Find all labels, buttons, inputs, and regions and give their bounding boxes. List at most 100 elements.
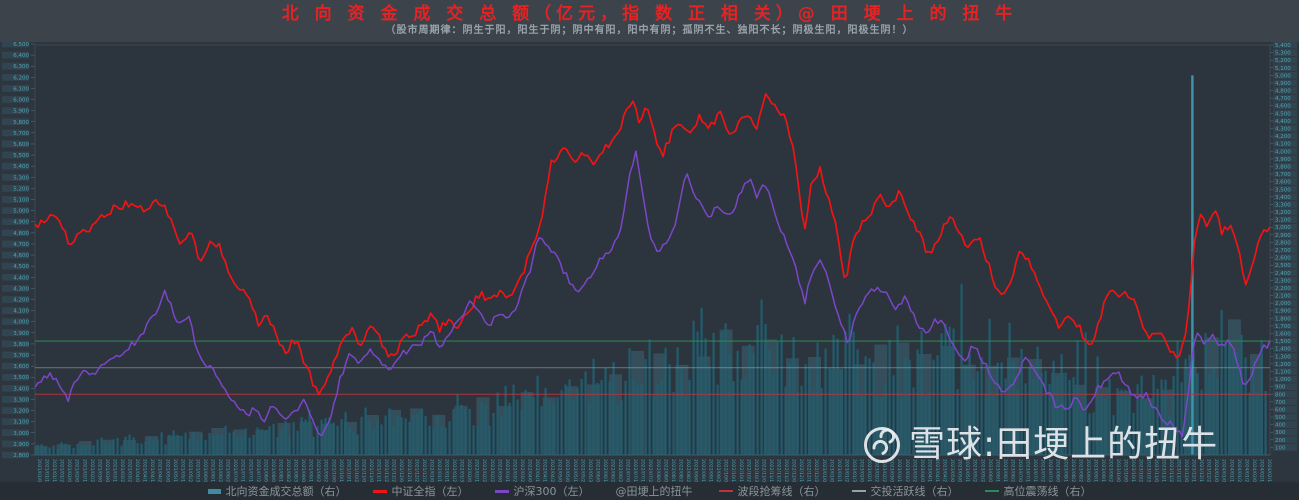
svg-text:2021/09/27: 2021/09/27 — [323, 459, 329, 485]
svg-text:2022/10/24: 2022/10/24 — [745, 459, 751, 485]
svg-text:4,000: 4,000 — [1275, 149, 1291, 155]
svg-text:6,100: 6,100 — [13, 86, 29, 92]
svg-text:2021/12/20: 2021/12/20 — [413, 459, 419, 485]
legend-item-5[interactable]: 交投活跃线（右） — [851, 483, 959, 499]
svg-text:2022/10/31: 2022/10/31 — [753, 459, 759, 485]
svg-text:2022/07/11: 2022/07/11 — [632, 459, 638, 485]
svg-text:3,900: 3,900 — [1275, 157, 1291, 163]
svg-text:2023/05/01: 2023/05/01 — [949, 459, 955, 485]
svg-text:2023/11/06: 2023/11/06 — [1153, 459, 1159, 485]
svg-text:4,000: 4,000 — [13, 320, 29, 326]
svg-text:2022/08/29: 2022/08/29 — [685, 459, 691, 485]
svg-text:2021/04/19: 2021/04/19 — [149, 459, 155, 485]
svg-text:2021/08/02: 2021/08/02 — [262, 459, 268, 485]
svg-text:2023/09/25: 2023/09/25 — [1108, 459, 1114, 485]
svg-text:2021/07/12: 2021/07/12 — [240, 459, 246, 485]
svg-text:2021/01/04: 2021/01/04 — [36, 459, 42, 485]
svg-text:1,500: 1,500 — [1275, 339, 1291, 345]
svg-text:2021/01/25: 2021/01/25 — [59, 459, 65, 485]
svg-text:500: 500 — [1275, 415, 1286, 421]
svg-text:3,400: 3,400 — [1275, 195, 1291, 201]
legend-item-2[interactable]: 沪深300（左） — [494, 483, 590, 499]
svg-text:2021/11/01: 2021/11/01 — [360, 459, 366, 485]
svg-text:3,300: 3,300 — [1275, 202, 1291, 208]
svg-text:2022/12/26: 2022/12/26 — [813, 459, 819, 485]
svg-text:2022/05/09: 2022/05/09 — [564, 459, 570, 485]
svg-text:3,700: 3,700 — [13, 353, 29, 359]
svg-text:2021/05/10: 2021/05/10 — [172, 459, 178, 485]
svg-text:2023/03/27: 2023/03/27 — [911, 459, 917, 485]
svg-text:2022/06/27: 2022/06/27 — [617, 459, 623, 485]
svg-text:4,600: 4,600 — [1275, 104, 1291, 110]
svg-text:2023/01/23: 2023/01/23 — [843, 459, 849, 485]
svg-text:2023/11/13: 2023/11/13 — [1160, 459, 1166, 485]
svg-text:2022/08/15: 2022/08/15 — [670, 459, 676, 485]
svg-text:6,000: 6,000 — [13, 98, 29, 104]
legend-marker-icon — [851, 490, 866, 492]
svg-text:1,900: 1,900 — [1275, 309, 1291, 315]
svg-text:2022/06/20: 2022/06/20 — [609, 459, 615, 485]
legend-label: 波段抢筹线（右） — [737, 485, 826, 498]
svg-text:2023/10/02: 2023/10/02 — [1115, 459, 1121, 485]
svg-text:2,200: 2,200 — [1275, 286, 1291, 292]
svg-text:2024/02/19: 2024/02/19 — [1266, 459, 1272, 485]
svg-text:2021/07/19: 2021/07/19 — [247, 459, 253, 485]
svg-text:2,400: 2,400 — [1275, 271, 1291, 277]
svg-text:4,100: 4,100 — [1275, 142, 1291, 148]
svg-text:3,600: 3,600 — [1275, 180, 1291, 186]
svg-text:2022/02/07: 2022/02/07 — [466, 459, 472, 485]
svg-text:2023/02/06: 2023/02/06 — [859, 459, 865, 485]
svg-text:2021/12/27: 2021/12/27 — [421, 459, 427, 485]
svg-text:1,300: 1,300 — [1275, 354, 1291, 360]
svg-text:2023/05/15: 2023/05/15 — [964, 459, 970, 485]
x-axis-dates: 2021/01/04 2021/01/11 2021/01/18 2021/01/25… — [36, 459, 1272, 485]
legend-item-1[interactable]: 中证全指（左） — [372, 483, 469, 499]
legend-item-0[interactable]: 北向资金成交总额（右） — [207, 483, 347, 499]
svg-text:2024/02/12: 2024/02/12 — [1258, 459, 1264, 485]
svg-text:2022/11/28: 2022/11/28 — [783, 459, 789, 485]
legend-item-3[interactable]: @田埂上的扭牛 — [616, 483, 693, 499]
svg-text:5,300: 5,300 — [13, 175, 29, 181]
svg-text:2021/10/25: 2021/10/25 — [353, 459, 359, 485]
svg-text:2023/09/04: 2023/09/04 — [1085, 459, 1091, 485]
svg-text:5,500: 5,500 — [13, 153, 29, 159]
svg-text:2022/10/10: 2022/10/10 — [730, 459, 736, 485]
svg-text:4,600: 4,600 — [13, 253, 29, 259]
svg-text:2022/04/04: 2022/04/04 — [526, 459, 532, 485]
svg-text:2023/01/02: 2023/01/02 — [821, 459, 827, 485]
svg-text:2021/10/11: 2021/10/11 — [338, 459, 344, 485]
legend-marker-icon — [207, 488, 221, 494]
legend-item-4[interactable]: 波段抢筹线（右） — [718, 483, 826, 499]
svg-text:2023/05/22: 2023/05/22 — [972, 459, 978, 485]
svg-text:2023/10/30: 2023/10/30 — [1145, 459, 1151, 485]
svg-text:2023/11/20: 2023/11/20 — [1168, 459, 1174, 485]
svg-text:4,300: 4,300 — [1275, 127, 1291, 133]
svg-text:2023/03/13: 2023/03/13 — [896, 459, 902, 485]
svg-text:2023/01/30: 2023/01/30 — [851, 459, 857, 485]
svg-text:2023/07/03: 2023/07/03 — [1017, 459, 1023, 485]
svg-text:4,500: 4,500 — [1275, 111, 1291, 117]
svg-text:2024/01/01: 2024/01/01 — [1213, 459, 1219, 485]
svg-text:4,500: 4,500 — [13, 264, 29, 270]
svg-text:2,700: 2,700 — [1275, 248, 1291, 254]
svg-text:2021/11/22: 2021/11/22 — [383, 459, 389, 485]
svg-text:2023/08/07: 2023/08/07 — [1055, 459, 1061, 485]
svg-text:2022/03/07: 2022/03/07 — [496, 459, 502, 485]
page-title: 北 向 资 金 成 交 总 额（亿元，指 数 正 相 关）@ 田 埂 上 的 扭… — [281, 4, 1018, 24]
svg-text:2024/01/22: 2024/01/22 — [1236, 459, 1242, 485]
svg-text:5,100: 5,100 — [13, 198, 29, 204]
legend-marker-icon — [984, 490, 999, 492]
svg-text:3,900: 3,900 — [13, 331, 29, 337]
svg-text:1,200: 1,200 — [1275, 362, 1291, 368]
svg-text:2023/03/06: 2023/03/06 — [889, 459, 895, 485]
legend-item-6[interactable]: 高位震荡线（右） — [984, 483, 1092, 499]
svg-text:2022/02/14: 2022/02/14 — [474, 459, 480, 485]
svg-text:2021/02/08: 2021/02/08 — [74, 459, 80, 485]
svg-text:6,300: 6,300 — [13, 64, 29, 70]
plot-area[interactable] — [34, 44, 1271, 456]
svg-text:2021/03/22: 2021/03/22 — [119, 459, 125, 485]
svg-text:2022/01/17: 2022/01/17 — [443, 459, 449, 485]
